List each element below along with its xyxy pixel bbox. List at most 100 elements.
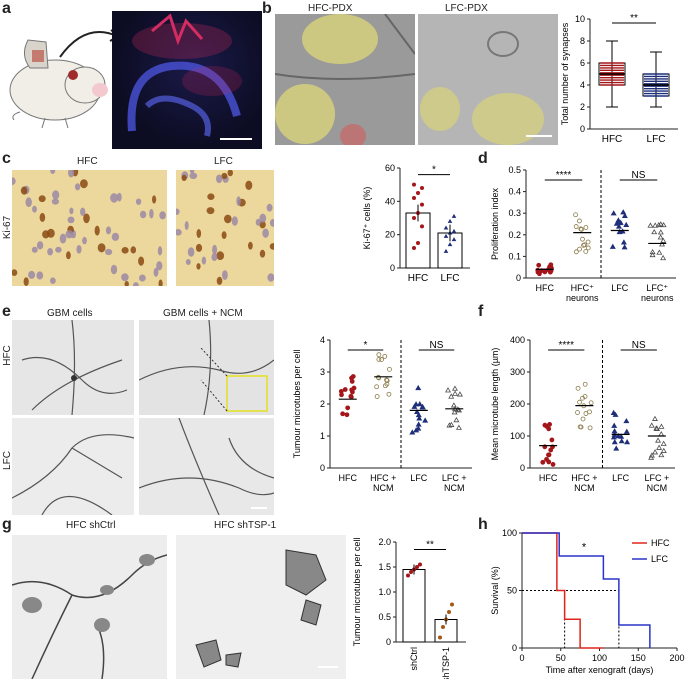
data-point <box>540 459 546 465</box>
em-image-hfc <box>275 14 415 145</box>
data-point <box>382 353 388 359</box>
data-point <box>412 246 416 250</box>
mouse-illustration <box>9 39 108 129</box>
data-point <box>582 381 588 387</box>
data-point <box>573 224 579 229</box>
data-point <box>546 452 551 458</box>
data-point <box>573 212 578 218</box>
data-point <box>384 378 390 383</box>
panel-letter-c: c <box>2 150 11 167</box>
x-tick-label: HFC <box>339 473 358 483</box>
data-point <box>344 412 350 418</box>
x-tick-label: LFC <box>647 134 666 145</box>
data-point <box>451 237 457 242</box>
significance-label: **** <box>558 340 574 351</box>
data-point <box>657 229 664 235</box>
em-gbm-ncm-lfc <box>139 418 274 515</box>
significance-label: * <box>364 340 368 351</box>
data-point <box>648 422 655 428</box>
data-point <box>422 417 429 423</box>
y-axis-label: Mean microtube length (µm) <box>490 348 500 461</box>
em-image-lfc <box>418 14 558 145</box>
data-point <box>624 439 631 445</box>
data-point <box>660 237 667 243</box>
y-tick-label: 3 <box>320 367 325 377</box>
data-point <box>448 393 455 399</box>
data-point <box>580 236 585 242</box>
y-tick-label: 1.0 <box>378 587 391 597</box>
y-tick-label: 1 <box>320 431 325 441</box>
data-point <box>585 245 591 251</box>
data-point <box>416 401 423 407</box>
data-point <box>412 196 416 200</box>
x-tick-label: 100 <box>592 653 607 663</box>
y-tick-label: 0 <box>390 263 395 273</box>
data-point <box>447 242 453 247</box>
data-point <box>611 439 618 445</box>
data-point <box>345 405 351 411</box>
significance-label: * <box>432 165 436 176</box>
y-tick-label: 8 <box>580 36 585 46</box>
data-point <box>587 409 592 415</box>
x-tick-label: HFC <box>602 134 623 145</box>
data-point <box>547 421 552 427</box>
data-point <box>420 186 424 190</box>
data-point <box>658 423 665 429</box>
significance-label: ** <box>426 540 434 551</box>
data-point <box>453 417 460 423</box>
data-point <box>623 221 630 228</box>
data-point <box>374 384 380 390</box>
data-point <box>610 210 617 216</box>
y-tick-label: 300 <box>510 367 525 377</box>
em-gbm-lfc <box>12 418 134 515</box>
data-point <box>452 390 459 396</box>
legend-label: HFC <box>651 538 670 548</box>
data-point <box>443 248 449 253</box>
data-point <box>585 239 591 245</box>
data-point <box>615 217 622 223</box>
data-point <box>342 387 348 392</box>
chart-c: 0 20 40 60 Ki-67⁺ cells (%) HFC LFC * <box>362 163 470 284</box>
data-point <box>382 383 388 389</box>
data-point <box>615 223 622 229</box>
data-point <box>418 562 422 567</box>
data-point <box>544 456 549 462</box>
data-point <box>549 437 555 443</box>
data-point <box>653 425 660 431</box>
y-tick-label: 0.5 <box>508 165 521 175</box>
x-tick-label: HFC <box>408 273 429 284</box>
data-point <box>580 416 586 422</box>
y-tick-label: 20 <box>385 230 395 240</box>
data-point <box>386 391 392 397</box>
data-point <box>623 417 630 424</box>
y-tick-label: 2.0 <box>378 537 391 547</box>
data-point <box>577 399 583 405</box>
data-point <box>578 226 584 232</box>
x-axis-label: Time after xenograft (days) <box>546 665 654 675</box>
data-point <box>379 357 384 362</box>
data-point <box>455 424 462 430</box>
survival-line-hfc <box>522 532 604 649</box>
data-point <box>587 425 593 431</box>
y-tick-label: 0.5 <box>378 612 391 622</box>
data-point <box>575 385 581 391</box>
data-point <box>348 394 354 400</box>
data-point <box>443 233 449 238</box>
y-tick-label: 1.5 <box>378 562 391 572</box>
data-point <box>414 408 420 415</box>
survival-line-lfc <box>522 532 651 648</box>
data-point <box>340 411 346 417</box>
y-tick-label: 0 <box>580 124 585 134</box>
data-point <box>610 434 617 440</box>
y-tick-label: 2 <box>580 102 585 112</box>
data-point <box>443 225 449 230</box>
data-point <box>660 440 667 446</box>
data-point <box>618 433 625 439</box>
data-point <box>406 573 410 578</box>
y-tick-label: 0 <box>320 463 325 473</box>
data-point <box>660 447 667 453</box>
y-tick-label: 10 <box>575 14 585 24</box>
data-point <box>420 202 424 207</box>
data-point <box>415 421 422 427</box>
y-axis-label: Ki-67⁺ cells (%) <box>362 187 372 250</box>
